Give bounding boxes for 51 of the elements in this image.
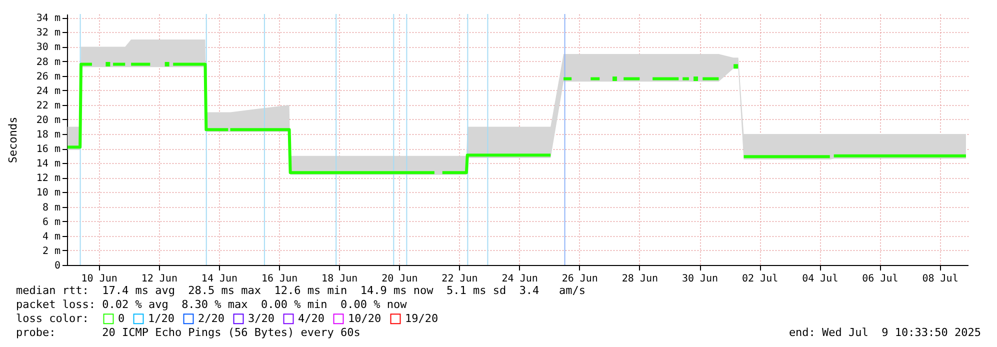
x-tick-label: 10 Jun [81,274,118,284]
legend-label: 2/20 [198,312,224,325]
x-tick-label: 18 Jun [322,274,358,284]
text: packet loss: 0.02 % avg 8.30 % max 0.00 % min 0.00 % now [16,298,407,311]
y-tick-label: 30 m [36,42,60,54]
y-tick-label: 18 m [36,130,60,141]
x-tick-label: 24 Jun [502,274,538,284]
legend-label: 4/20 [298,312,324,325]
y-tick-label: 22 m [36,100,60,112]
y-tick-label: 12 m [36,173,60,184]
x-tick-label: 26 Jun [562,274,598,284]
x-tick-label: 12 Jun [141,274,178,284]
point [734,64,738,69]
x-tick-label: 14 Jun [201,274,238,284]
text: end: Wed Jul 9 10:33:50 2025 [788,326,981,339]
y-tick-label: 14 m [36,158,60,170]
y-tick-label: 0 [54,260,60,272]
x-tick-label: 22 Jun [442,274,478,284]
y-tick-label: 24 m [36,86,60,97]
x-tick-label: 16 Jun [261,274,298,284]
legend-title: loss color: [16,312,89,325]
point [164,62,170,66]
y-tick-label: 4 m [42,231,60,242]
y-axis-title: Seconds [6,116,20,164]
text: probe: 20 ICMP Echo Pings (56 Bytes) every 60s [16,326,360,339]
x-tick-label: 02 Jul [742,274,778,284]
y-tick-label: 10 m [36,188,60,199]
y-tick-label: 32 m [36,28,60,39]
legend-label: 1/20 [148,312,174,325]
y-tick-label: 28 m [36,56,60,68]
y-tick-label: 2 m [42,246,60,257]
y-tick-label: 26 m [36,71,60,82]
x-tick-label: 28 Jun [622,274,658,284]
legend-label: 3/20 [248,312,274,325]
y-tick-label: 16 m [36,144,60,156]
point [612,76,617,81]
x-tick-label: 08 Jul [922,274,958,284]
legend-label: 19/20 [405,312,438,325]
y-tick-label: 6 m [42,216,60,228]
text: median rtt: 17.4 ms avg 28.5 ms max 12.6 ms min 14.9 ms now 5.1 ms sd 3.4 am/s [16,284,586,297]
point [694,76,698,81]
legend-label: 0 [118,312,125,325]
point [106,62,110,66]
legend-label: 10/20 [348,312,382,325]
x-tick-label: 06 Jul [862,274,898,284]
y-tick-label: 8 m [42,202,60,214]
x-tick-label: 30 Jun [682,274,718,284]
y-tick-label: 20 m [36,114,60,126]
x-tick-label: 20 Jun [382,274,418,284]
x-tick-label: 04 Jul [802,274,838,284]
y-tick-label: 34 m [36,13,60,24]
